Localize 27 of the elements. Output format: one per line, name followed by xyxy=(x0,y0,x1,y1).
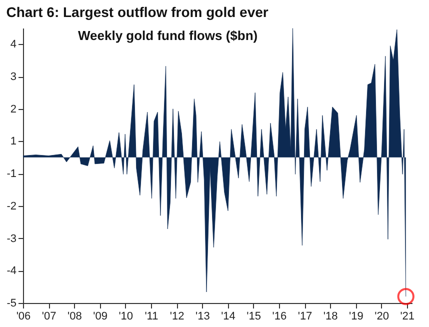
y-tick-label: 3 xyxy=(10,71,16,84)
x-tick-label: '09 xyxy=(93,310,108,322)
y-tick-label: -3 xyxy=(6,232,16,245)
x-tick-label: '08 xyxy=(68,310,82,322)
x-tick-label: '07 xyxy=(42,310,56,322)
x-tick-label: '10 xyxy=(118,310,134,322)
y-tick-label: 2 xyxy=(10,103,16,116)
x-tick-label: '17 xyxy=(298,310,312,322)
chart-title: Chart 6: Largest outflow from gold ever xyxy=(6,4,269,20)
chart-subtitle: Weekly gold fund flows ($bn) xyxy=(78,28,258,43)
x-tick-label: '11 xyxy=(144,310,158,322)
y-tick-label: 1 xyxy=(10,136,16,148)
x-tick-label: '16 xyxy=(272,310,287,322)
y-tick-label: -1 xyxy=(6,168,16,180)
y-tick-label: -2 xyxy=(6,200,16,212)
x-tick-label: '12 xyxy=(170,310,184,322)
x-tick-label: '13 xyxy=(195,310,210,322)
x-tick-label: '21 xyxy=(400,310,415,322)
y-tick-label: -4 xyxy=(6,265,16,278)
y-tick-label: 4 xyxy=(10,38,16,51)
x-tick-label: '19 xyxy=(349,310,364,322)
x-tick-label: '06 xyxy=(16,310,31,322)
x-tick-label: '15 xyxy=(246,310,261,322)
x-tick-label: '18 xyxy=(323,310,338,322)
y-tick-label: -5 xyxy=(6,298,16,310)
x-tick-label: '14 xyxy=(221,310,236,322)
x-tick-label: '20 xyxy=(374,310,389,322)
